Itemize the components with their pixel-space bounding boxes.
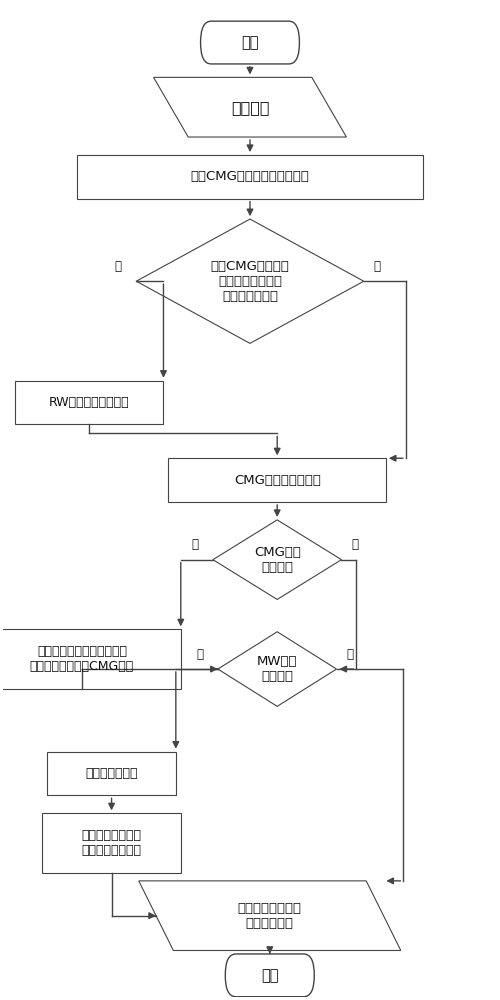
FancyBboxPatch shape xyxy=(15,381,164,424)
Polygon shape xyxy=(213,520,342,599)
Text: CMG零运动规避奇异: CMG零运动规避奇异 xyxy=(234,474,320,487)
Text: 结束: 结束 xyxy=(261,968,278,983)
Text: 否: 否 xyxy=(346,648,354,661)
Text: CMG是否
远离奇异: CMG是否 远离奇异 xyxy=(254,546,300,574)
FancyBboxPatch shape xyxy=(48,752,176,795)
Text: 求解CMG模式下的框架角速度: 求解CMG模式下的框架角速度 xyxy=(190,170,310,183)
Text: 是: 是 xyxy=(191,538,198,551)
Text: 根据CMG奇异度量
判断框架角速度解
算是否产生误差: 根据CMG奇异度量 判断框架角速度解 算是否产生误差 xyxy=(210,260,290,303)
Text: 输出框架角速度，
转子角加速度: 输出框架角速度， 转子角加速度 xyxy=(238,902,302,930)
FancyBboxPatch shape xyxy=(200,21,300,64)
Polygon shape xyxy=(218,632,336,706)
Text: 转子转速收敛于参考转速，
同时产生的力矩由CMG补偿: 转子转速收敛于参考转速， 同时产生的力矩由CMG补偿 xyxy=(30,645,134,673)
Text: 否: 否 xyxy=(352,538,358,551)
Polygon shape xyxy=(154,77,346,137)
FancyBboxPatch shape xyxy=(168,458,386,502)
Polygon shape xyxy=(136,219,364,343)
Text: 指令力矩: 指令力矩 xyxy=(231,100,269,115)
Polygon shape xyxy=(139,881,401,950)
FancyBboxPatch shape xyxy=(42,813,181,873)
Text: MW是否
远离奇异: MW是否 远离奇异 xyxy=(257,655,298,683)
Text: RW模式进行力矩补偿: RW模式进行力矩补偿 xyxy=(49,396,130,409)
Text: 否: 否 xyxy=(374,260,380,273)
FancyBboxPatch shape xyxy=(0,629,181,689)
FancyBboxPatch shape xyxy=(226,954,314,997)
Text: 开始: 开始 xyxy=(241,35,259,50)
Text: 是: 是 xyxy=(196,648,203,661)
Text: 是: 是 xyxy=(114,260,121,273)
Text: 框架角死区补偿: 框架角死区补偿 xyxy=(86,767,138,780)
FancyBboxPatch shape xyxy=(77,155,423,199)
Text: 框架角加速度、星
本体转速误差补偿: 框架角加速度、星 本体转速误差补偿 xyxy=(82,829,142,857)
